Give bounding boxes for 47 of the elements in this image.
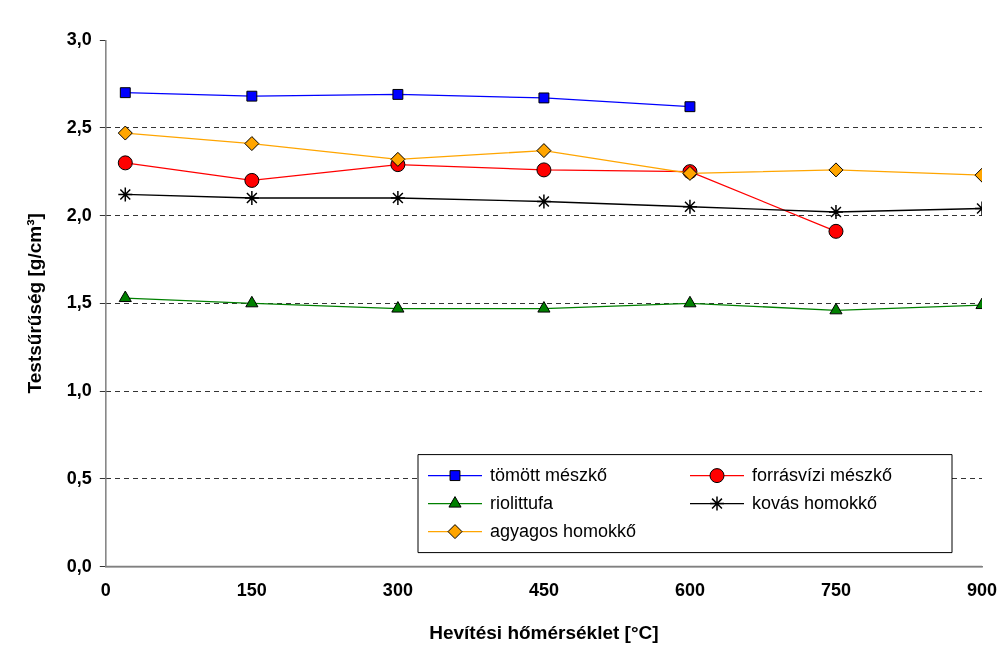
point (537, 301, 551, 313)
point (829, 302, 843, 315)
y-tick-label: 3,0 (66, 28, 92, 49)
x-tick-label: 450 (528, 580, 559, 601)
legend-label: riolittufa (490, 492, 555, 513)
point (536, 162, 552, 178)
point (828, 223, 844, 239)
point (682, 199, 698, 215)
point (117, 125, 133, 141)
x-tick-label: 900 (966, 580, 998, 601)
point (392, 88, 404, 100)
point (119, 87, 131, 99)
point (538, 92, 550, 104)
point (828, 204, 844, 220)
x-tick-label: 300 (382, 580, 413, 601)
point (391, 301, 405, 313)
point (244, 172, 260, 188)
point (684, 101, 696, 113)
y-tick-label: 1,0 (66, 380, 92, 401)
point (245, 295, 259, 308)
point (244, 136, 260, 152)
y-tick-label: 0,5 (66, 467, 92, 488)
point (683, 295, 697, 308)
point (246, 90, 258, 102)
x-tick-label: 150 (236, 580, 267, 601)
point (828, 162, 844, 178)
legend-label: tömött mészkő (490, 464, 608, 485)
point (390, 151, 406, 167)
y-axis-title: Testsűrűség [g/cm³] (23, 213, 45, 394)
y-tick-label: 1,5 (66, 292, 92, 313)
point (536, 143, 552, 159)
x-axis-title: Hevítési hőmérséklet [°C] (429, 621, 659, 643)
legend-label: forrásvízi mészkő (752, 464, 893, 485)
legend-label: kovás homokkő (752, 492, 878, 513)
point (390, 190, 406, 206)
point (117, 155, 133, 171)
x-tick-label: 750 (820, 580, 851, 601)
x-tick-label: 0 (100, 580, 111, 601)
point (117, 186, 134, 203)
point (244, 190, 260, 206)
y-tick-label: 2,0 (66, 204, 92, 225)
x-tick-label: 600 (674, 580, 705, 601)
y-tick-label: 0,0 (66, 555, 92, 576)
legend-label: agyagos homokkő (490, 520, 637, 541)
point (536, 193, 552, 210)
y-tick-label: 2,5 (66, 116, 92, 137)
point (118, 290, 132, 303)
